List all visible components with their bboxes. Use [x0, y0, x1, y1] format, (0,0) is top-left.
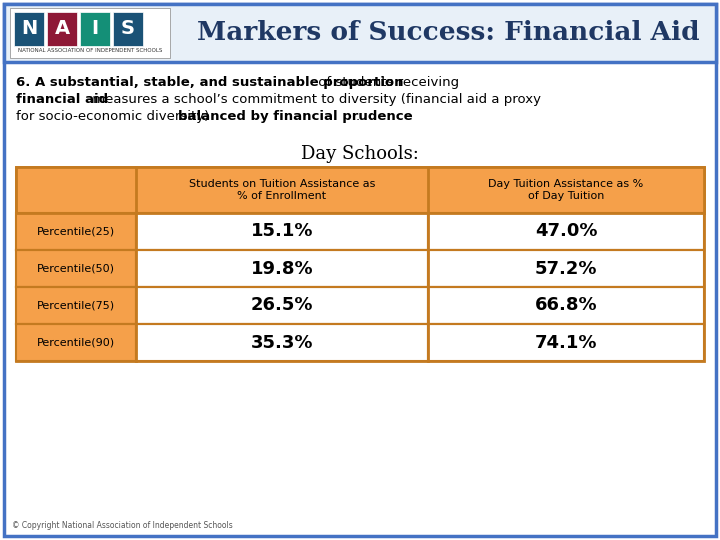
- Text: 47.0%: 47.0%: [535, 222, 598, 240]
- Bar: [16, 213, 136, 250]
- Text: Percentile(50): Percentile(50): [37, 264, 115, 273]
- Bar: [428, 213, 704, 250]
- Text: 57.2%: 57.2%: [535, 260, 598, 278]
- Text: balanced by financial prudence: balanced by financial prudence: [178, 110, 413, 123]
- Text: A: A: [55, 19, 70, 38]
- Bar: [16, 167, 704, 213]
- Text: © Copyright National Association of Independent Schools: © Copyright National Association of Inde…: [12, 521, 233, 530]
- Bar: [16, 167, 704, 361]
- Text: I: I: [91, 19, 99, 38]
- Text: Students on Tuition Assistance as
% of Enrollment: Students on Tuition Assistance as % of E…: [189, 179, 375, 201]
- Text: Markers of Success: Financial Aid: Markers of Success: Financial Aid: [197, 21, 699, 45]
- Text: of students receiving: of students receiving: [314, 76, 459, 89]
- Text: 6. A substantial, stable, and sustainable proportion: 6. A substantial, stable, and sustainabl…: [16, 76, 403, 89]
- Bar: [16, 250, 136, 287]
- Bar: [136, 213, 428, 250]
- Text: Day Schools:: Day Schools:: [301, 145, 419, 163]
- Text: .: .: [356, 110, 360, 123]
- Text: S: S: [121, 19, 135, 38]
- Text: Percentile(90): Percentile(90): [37, 338, 115, 348]
- Bar: [4, 4, 716, 62]
- Bar: [136, 287, 428, 324]
- Text: 35.3%: 35.3%: [251, 334, 313, 352]
- Text: Percentile(75): Percentile(75): [37, 300, 115, 310]
- Text: measures a school’s commitment to diversity (financial aid a proxy: measures a school’s commitment to divers…: [88, 93, 541, 106]
- Bar: [428, 287, 704, 324]
- Bar: [113, 12, 143, 46]
- Text: 15.1%: 15.1%: [251, 222, 313, 240]
- Bar: [16, 287, 136, 324]
- Bar: [428, 324, 704, 361]
- Text: 26.5%: 26.5%: [251, 296, 313, 314]
- Text: Day Tuition Assistance as %
of Day Tuition: Day Tuition Assistance as % of Day Tuiti…: [488, 179, 644, 201]
- Text: 19.8%: 19.8%: [251, 260, 313, 278]
- Text: 74.1%: 74.1%: [535, 334, 598, 352]
- Text: for socio-economic diversity): for socio-economic diversity): [16, 110, 214, 123]
- Bar: [16, 324, 136, 361]
- Text: 66.8%: 66.8%: [535, 296, 598, 314]
- Text: N: N: [21, 19, 37, 38]
- Bar: [14, 12, 44, 46]
- Text: NATIONAL ASSOCIATION OF INDEPENDENT SCHOOLS: NATIONAL ASSOCIATION OF INDEPENDENT SCHO…: [18, 48, 162, 53]
- Bar: [10, 8, 170, 58]
- Bar: [136, 250, 428, 287]
- Bar: [80, 12, 110, 46]
- Bar: [136, 324, 428, 361]
- Text: Percentile(25): Percentile(25): [37, 226, 115, 237]
- Bar: [428, 250, 704, 287]
- Text: financial aid: financial aid: [16, 93, 108, 106]
- Bar: [47, 12, 77, 46]
